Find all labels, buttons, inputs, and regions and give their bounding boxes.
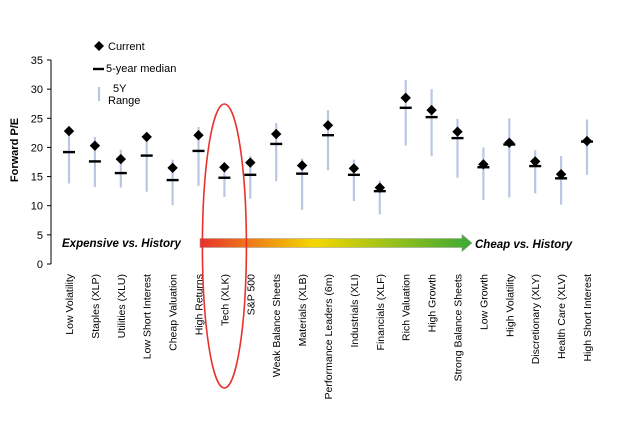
current-marker	[89, 140, 101, 151]
arrow-right-label: Cheap vs. History	[475, 239, 573, 251]
y-tick-label: 35	[31, 55, 43, 67]
category-label: Financials (XLF)	[375, 274, 387, 350]
y-tick-label: 30	[31, 84, 43, 96]
highlight	[201, 103, 248, 389]
current-marker	[452, 126, 463, 137]
current-marker	[167, 162, 178, 174]
category-label: Strong Balance Sheets	[453, 274, 465, 381]
current-marker	[193, 129, 204, 141]
current-markers	[63, 92, 593, 193]
y-tick-label: 5	[37, 230, 43, 242]
current-marker	[348, 163, 360, 174]
current-marker	[271, 128, 282, 140]
category-label: Utilities (XLU)	[116, 274, 128, 338]
valuation-arrow: Expensive vs. History Cheap vs. History	[62, 233, 573, 253]
category-label: Discretionary (XLY)	[530, 274, 542, 364]
current-marker	[219, 162, 230, 173]
category-label: Rich Valuation	[401, 274, 413, 341]
current-marker	[115, 153, 126, 165]
current-marker	[296, 160, 308, 171]
category-label: Low Growth	[478, 274, 490, 330]
legend-current-marker	[94, 41, 104, 51]
category-label: Low Short Interest	[142, 274, 154, 359]
y-axis: 0 5 10 15 20 25 30 35	[31, 55, 52, 271]
y-tick-label: 10	[31, 201, 43, 213]
current-marker	[504, 137, 515, 148]
category-label: Materials (XLB)	[297, 274, 309, 346]
category-label: Tech (XLK)	[219, 274, 231, 326]
highlight-ellipse	[201, 103, 248, 389]
y-tick-label: 25	[31, 113, 43, 125]
y-tick-label: 0	[37, 259, 43, 271]
current-marker	[530, 156, 541, 167]
category-label: High Short Interest	[582, 274, 594, 362]
category-label: High Growth	[427, 274, 439, 333]
legend-range-label-2: Range	[108, 95, 140, 107]
current-marker	[63, 125, 75, 137]
category-label: Industrials (XLI)	[349, 274, 361, 348]
category-label: Low Volatility	[64, 273, 76, 334]
category-label: S&P 500	[245, 274, 257, 315]
category-label: Health Care (XLV)	[556, 274, 568, 359]
arrow-left-label: Expensive vs. History	[62, 238, 181, 250]
category-label: Weak Balance Sheets	[271, 274, 283, 377]
current-marker	[374, 182, 385, 193]
y-tick-label: 15	[31, 172, 43, 184]
category-labels: Low Volatility Staples (XLP) Utilities (XL…	[64, 273, 594, 399]
legend-current-label: Current	[108, 41, 145, 53]
y-tick-label: 20	[31, 142, 43, 154]
y-axis-title: Forward P/E	[9, 118, 21, 182]
category-label: High Volatility	[504, 273, 516, 337]
current-marker	[400, 92, 411, 104]
category-label: Performance Leaders (6m)	[323, 274, 335, 399]
current-marker	[478, 159, 489, 170]
legend-range-label-1: 5Y	[113, 83, 127, 95]
current-marker	[426, 104, 437, 116]
current-marker	[245, 157, 256, 168]
current-marker	[555, 169, 567, 180]
legend-median-label: 5-year median	[106, 63, 176, 75]
current-marker	[322, 120, 334, 131]
category-label: Cheap Valuation	[168, 274, 180, 351]
valuation-arrow-shape	[199, 233, 473, 253]
category-label: Staples (XLP)	[90, 274, 102, 339]
current-marker	[141, 131, 152, 143]
category-label: High Returns	[194, 274, 206, 335]
current-marker	[581, 135, 593, 147]
